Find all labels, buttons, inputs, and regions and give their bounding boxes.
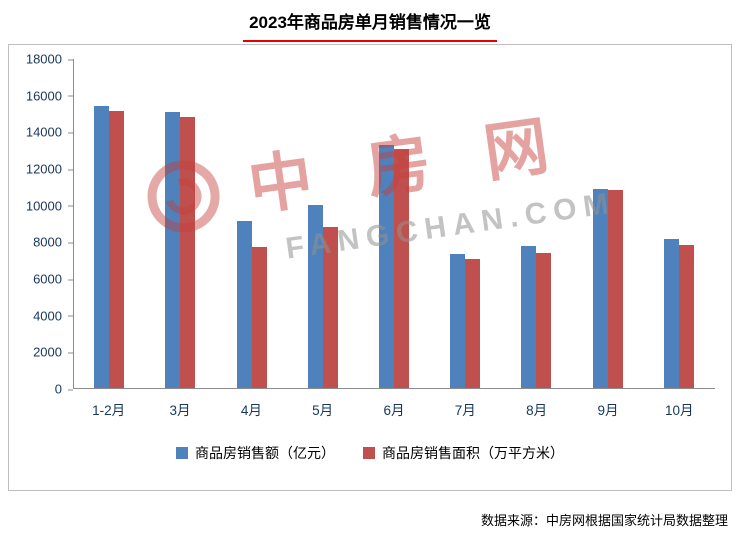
bar-group	[592, 59, 624, 388]
y-axis-tick-label: 4000	[9, 309, 73, 322]
legend-swatch-icon	[363, 447, 375, 459]
bar	[236, 220, 252, 388]
data-source-note: 数据来源：中房网根据国家统计局数据整理	[480, 513, 728, 528]
bar	[450, 253, 466, 388]
bar	[521, 246, 537, 388]
legend: 商品房销售额（亿元） 商品房销售面积（万平方米）	[9, 443, 731, 463]
bar	[180, 117, 196, 388]
bar	[94, 105, 110, 388]
y-axis-tick-label: 14000	[9, 126, 73, 139]
y-axis-tick-label: 18000	[9, 53, 73, 66]
bar-group	[521, 59, 552, 388]
x-axis-tick-label: 8月	[526, 403, 548, 418]
bar-group	[307, 59, 339, 388]
y-axis-tick-label: 12000	[9, 163, 73, 176]
x-axis-tick-label: 3月	[169, 403, 191, 418]
chart-title: 2023年商品房单月销售情况一览	[243, 8, 497, 42]
bar	[536, 253, 552, 388]
y-axis-tick-label: 6000	[9, 273, 73, 286]
x-axis-tick-label: 9月	[597, 403, 619, 418]
legend-item: 商品房销售面积（万平方米）	[363, 443, 564, 463]
bar	[607, 190, 623, 388]
bar	[322, 227, 338, 388]
y-axis: 0 2000 4000 6000 8000 10000 12000 14000 16000 180…	[9, 53, 73, 396]
y-axis-tick-label: 2000	[9, 346, 73, 359]
page-title: 2023年商品房单月销售情况一览	[0, 8, 740, 42]
legend-swatch-icon	[176, 447, 188, 459]
y-axis-tick-label: 10000	[9, 199, 73, 212]
bar	[165, 112, 181, 388]
bar-group	[663, 59, 695, 388]
bar	[678, 245, 694, 388]
x-axis-tick-label: 5月	[312, 403, 334, 418]
legend-label: 商品房销售额（亿元）	[195, 445, 335, 461]
x-axis-tick-label: 7月	[454, 403, 476, 418]
x-axis-tick-label: 6月	[383, 403, 405, 418]
x-axis-tick-label: 4月	[240, 403, 262, 418]
bar	[592, 188, 608, 388]
plot-area	[73, 59, 715, 389]
x-axis-tick-label: 10月	[665, 403, 694, 418]
bar-group	[450, 59, 481, 388]
bar-group	[378, 59, 410, 388]
y-axis-tick-label: 8000	[9, 236, 73, 249]
y-axis-tick-label: 16000	[9, 89, 73, 102]
bar	[663, 239, 679, 388]
chart-container: 0 2000 4000 6000 8000 10000 12000 14000 16000 180…	[8, 44, 732, 491]
bar	[251, 247, 267, 388]
bar	[109, 111, 125, 388]
bar-group	[94, 59, 125, 388]
legend-label: 商品房销售面积（万平方米）	[382, 445, 564, 461]
bar-group	[236, 59, 268, 388]
bar	[378, 145, 394, 388]
legend-item: 商品房销售额（亿元）	[176, 443, 335, 463]
bar	[465, 259, 481, 388]
bar	[307, 205, 323, 388]
x-axis-tick-label: 1-2月	[92, 403, 126, 418]
bar	[393, 148, 409, 388]
bar-group	[165, 59, 196, 388]
y-axis-tick-label: 0	[9, 383, 73, 396]
x-axis: 1-2月 3月 4月 5月 6月 7月 8月 9月 10月	[73, 390, 715, 419]
